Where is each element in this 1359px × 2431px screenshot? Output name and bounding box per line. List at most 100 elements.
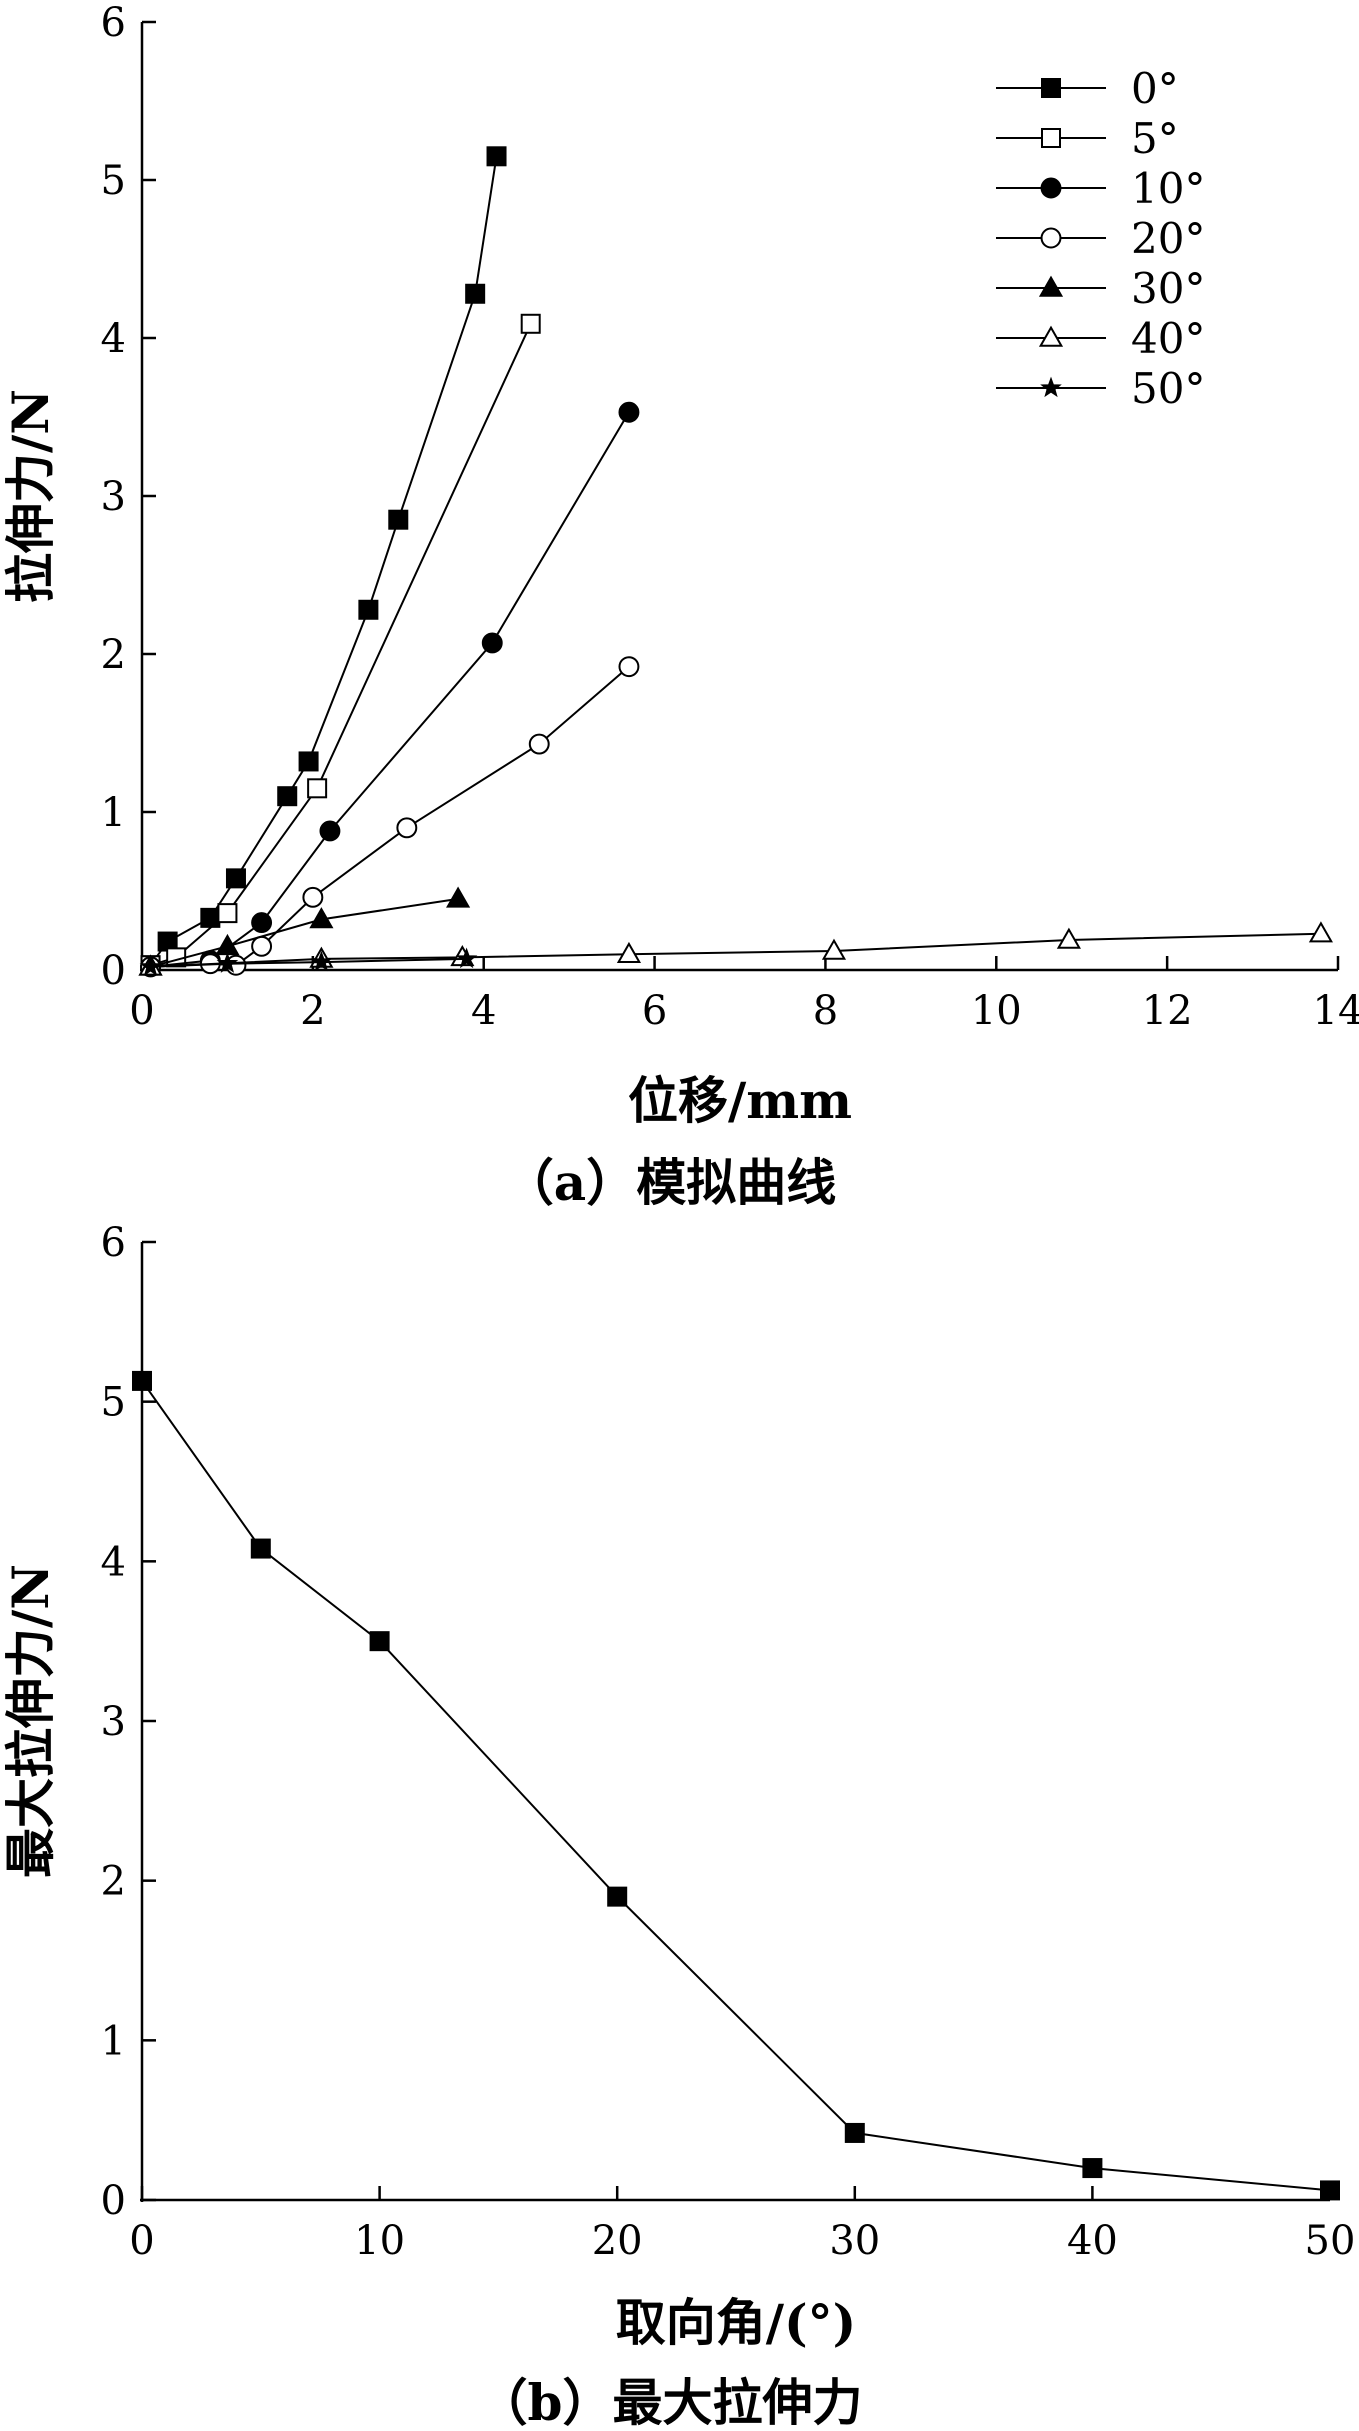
legend-label: 50° (1131, 364, 1205, 413)
data-point (844, 2122, 865, 2143)
legend-label: 20° (1131, 214, 1205, 263)
x-tick-label: 20 (592, 2218, 643, 2264)
x-tick-label: 2 (300, 988, 325, 1034)
data-point (251, 912, 273, 934)
x-tick-label: 10 (971, 988, 1022, 1034)
data-point (298, 751, 319, 772)
y-tick-label: 3 (101, 1699, 126, 1745)
legend-item: 40° (996, 314, 1205, 363)
legend-marker (1038, 275, 1064, 297)
y-tick-label: 5 (101, 158, 126, 204)
y-tick-label: 4 (101, 1539, 126, 1585)
data-point (446, 886, 471, 908)
y-tick-label: 5 (101, 1380, 126, 1426)
data-point (302, 886, 324, 908)
series-line (150, 957, 467, 968)
chart-b-max-tensile-force: 0 1 2 3 4 5 6 0 10 20 30 40 50 取向角/(°) 最大拉伸力/N (1, 1220, 1355, 2352)
y-tick-label: 6 (101, 1220, 126, 1266)
data-point (1082, 2158, 1103, 2179)
data-point (607, 1886, 628, 1907)
caption-b: （b）最大拉伸力 (478, 2373, 863, 2431)
legend-item: 50° (996, 364, 1205, 413)
data-point (132, 1370, 152, 1391)
data-point (396, 817, 418, 839)
data-point (307, 778, 328, 799)
data-point (250, 1538, 271, 1559)
legend-label: 30° (1131, 264, 1205, 313)
series-line (141, 1380, 1331, 2192)
data-point (528, 733, 550, 755)
y-axis-title: 最大拉伸力/N (1, 1564, 60, 1878)
x-tick-label: 14 (1313, 988, 1359, 1034)
y-tick-label: 0 (101, 2178, 126, 2224)
legend-label: 10° (1131, 164, 1205, 213)
data-point (217, 903, 238, 924)
data-point (225, 868, 246, 889)
caption-a: （a）模拟曲线 (504, 1153, 836, 1212)
legend-marker (1038, 325, 1064, 347)
legend-label: 5° (1131, 114, 1179, 163)
data-point (1056, 927, 1081, 949)
data-point (481, 632, 503, 654)
data-point (821, 938, 847, 960)
x-axis-title: 取向角/(°) (616, 2293, 857, 2352)
legend-label: 40° (1131, 314, 1205, 363)
data-point (1320, 2180, 1340, 2201)
data-point (520, 313, 541, 334)
data-point (455, 947, 478, 969)
data-point (486, 146, 507, 167)
data-point (465, 283, 486, 304)
data-point (319, 820, 341, 842)
legend-marker (1041, 78, 1061, 98)
x-tick-label: 0 (129, 988, 154, 1034)
legend-item: 5° (996, 114, 1179, 163)
y-tick-label: 0 (101, 948, 126, 994)
y-tick-label: 3 (101, 474, 126, 520)
y-tick-label: 6 (101, 0, 126, 46)
y-tick-label: 4 (101, 316, 126, 362)
data-point (358, 599, 379, 620)
x-tick-label: 40 (1067, 2218, 1118, 2264)
x-tick-label: 30 (829, 2218, 880, 2264)
y-tick-label: 1 (101, 2018, 126, 2064)
x-tick-label: 6 (642, 988, 667, 1034)
data-point (618, 656, 640, 678)
x-tick-label: 0 (129, 2218, 154, 2264)
x-axis-title: 位移/mm (628, 1071, 852, 1130)
y-tick-label: 2 (101, 632, 126, 678)
legend-item: 30° (996, 264, 1205, 313)
data-point (216, 952, 239, 973)
legend: 0°5°10°20°30°40°50° (996, 64, 1205, 413)
data-point (310, 950, 333, 972)
y-tick-label: 2 (101, 1859, 126, 1905)
legend-marker (1040, 177, 1062, 199)
x-tick-label: 12 (1142, 988, 1193, 1034)
series-line (150, 897, 459, 968)
data-point (309, 907, 334, 929)
data-point (139, 955, 162, 976)
y-tick-label: 1 (101, 790, 126, 836)
data-point (200, 907, 221, 928)
data-point (616, 941, 642, 963)
data-point (369, 1631, 390, 1652)
x-tick-label: 8 (813, 988, 838, 1034)
legend-item: 20° (996, 214, 1205, 263)
data-point (1308, 921, 1333, 943)
x-tick-label: 4 (471, 988, 496, 1034)
series-20deg (140, 656, 640, 978)
legend-marker (1041, 128, 1061, 148)
series-10deg (140, 401, 640, 978)
series-0 (132, 1370, 1340, 2201)
legend-marker (1040, 376, 1062, 398)
legend-item: 10° (996, 164, 1205, 213)
series-0deg (140, 146, 507, 976)
series-line (150, 323, 532, 967)
legend-item: 0° (996, 64, 1179, 113)
data-point (618, 401, 640, 423)
x-tick-label: 50 (1305, 2218, 1356, 2264)
series-5deg (140, 313, 541, 976)
data-point (251, 935, 273, 957)
series-line (150, 411, 630, 968)
